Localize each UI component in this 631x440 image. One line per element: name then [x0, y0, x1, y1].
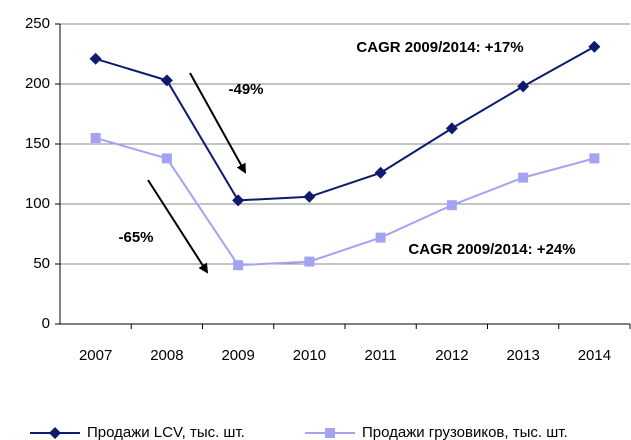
y-tick-label: 150	[25, 135, 50, 152]
y-tick-label: 200	[25, 75, 50, 92]
x-tick-label: 2013	[506, 347, 539, 364]
point	[161, 153, 172, 164]
y-tick-label: 50	[33, 255, 50, 272]
point	[325, 428, 335, 438]
y-tick-label: 100	[25, 195, 50, 212]
x-tick-label: 2012	[435, 347, 468, 364]
arrow	[189, 72, 246, 174]
legend-label: Продажи грузовиков, тыс. шт.	[362, 424, 568, 440]
point	[303, 190, 316, 203]
y-tick-label: 0	[42, 315, 50, 332]
arrow	[147, 179, 209, 274]
series-line	[95, 137, 595, 267]
x-tick-label: 2008	[150, 347, 183, 364]
point	[589, 153, 600, 164]
point	[445, 122, 458, 135]
point	[517, 80, 530, 93]
point	[375, 232, 386, 243]
annotation: -65%	[118, 229, 153, 246]
x-tick-label: 2014	[578, 347, 611, 364]
plot: 0 50 100 150 200 250 2007 2008 2009 2010 2011 2012 2…	[25, 15, 631, 440]
annotation: -49%	[228, 81, 263, 98]
point	[518, 172, 529, 183]
point	[160, 74, 173, 87]
point	[90, 133, 101, 143]
series-line	[95, 45, 595, 202]
legend-label: Продажи LCV, тыс. шт.	[87, 424, 245, 440]
x-tick-label: 2010	[293, 347, 326, 364]
annotation: CAGR 2009/2014: +17%	[356, 39, 523, 56]
point	[233, 260, 244, 271]
x-tick-label: 2011	[364, 347, 396, 364]
point	[588, 40, 601, 53]
point	[89, 52, 102, 65]
x-tick-label: 2009	[221, 347, 254, 364]
point	[446, 200, 457, 211]
x-tick-label: 2007	[79, 347, 112, 364]
point	[232, 194, 245, 207]
point	[49, 427, 61, 439]
point	[374, 166, 387, 179]
annotation: CAGR 2009/2014: +24%	[408, 241, 575, 258]
point	[304, 256, 315, 267]
y-tick-label: 250	[25, 15, 50, 32]
